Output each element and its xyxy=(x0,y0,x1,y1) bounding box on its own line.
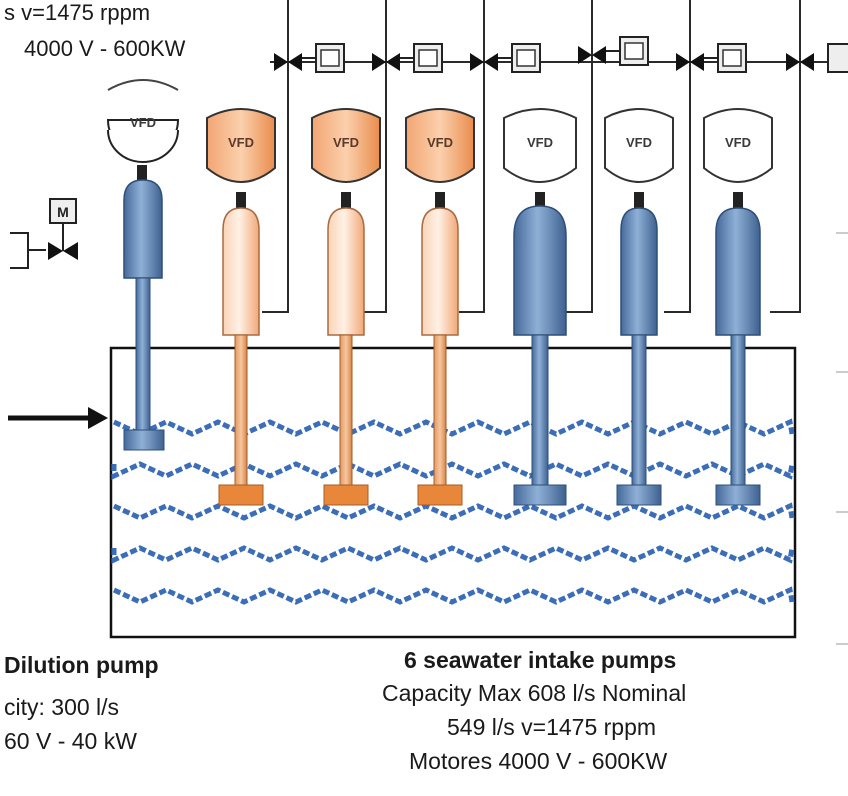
water-wave-line xyxy=(112,418,795,437)
seawater-speed: 549 l/s v=1475 rppm xyxy=(447,714,657,740)
inlet-arrow-icon xyxy=(8,407,108,429)
pump-unit-orange: VFD xyxy=(311,108,381,506)
seawater-motors: Motores 4000 V - 600KW xyxy=(409,748,668,774)
dilution-pump: VFD xyxy=(106,79,180,451)
vfd-label: VFD xyxy=(626,135,652,150)
water-wave-line xyxy=(111,545,795,564)
water-wave-line xyxy=(111,461,795,480)
header-speed: s v=1475 rppm xyxy=(4,0,151,25)
motor-actuator-label: M xyxy=(57,204,69,220)
dilution-power: 60 V - 40 kW xyxy=(4,728,137,754)
seawater-title: 6 seawater intake pumps xyxy=(404,647,677,673)
valve-icon xyxy=(676,43,747,73)
pump-unit-blue: VFD xyxy=(703,108,773,506)
vfd-label: VFD xyxy=(427,135,453,150)
valve-icon xyxy=(372,43,443,73)
vfd-label: VFD xyxy=(333,135,359,150)
frame-edge-marks xyxy=(836,232,848,645)
water xyxy=(111,418,795,605)
vfd-label: VFD xyxy=(228,135,254,150)
pump-unit-blue: VFD xyxy=(604,108,674,506)
water-wave-line xyxy=(112,502,795,521)
dilution-capacity: city: 300 l/s xyxy=(4,694,120,720)
vfd-label: VFD xyxy=(725,135,751,150)
seawater-capacity: Capacity Max 608 l/s Nominal xyxy=(382,680,687,706)
discharge-pipes xyxy=(262,0,848,313)
valve-icon xyxy=(578,36,649,66)
dilution-title: Dilution pump xyxy=(4,652,159,678)
pump-unit-orange: VFD xyxy=(206,108,276,506)
discharge-valve-row xyxy=(274,36,848,73)
valve-icon xyxy=(470,43,541,73)
header-power: 4000 V - 600KW xyxy=(24,36,186,61)
pump-unit-orange: VFD xyxy=(405,108,475,506)
vfd-label: VFD xyxy=(527,135,553,150)
motor-actuator-icon xyxy=(49,198,77,224)
valve-icon xyxy=(274,43,345,73)
dilution-inlet-valve: M xyxy=(10,198,78,269)
pump-unit-blue: VFD xyxy=(503,108,577,506)
vfd-label: VFD xyxy=(130,115,156,130)
valve-icon xyxy=(786,43,848,73)
water-wave-line xyxy=(112,586,795,605)
